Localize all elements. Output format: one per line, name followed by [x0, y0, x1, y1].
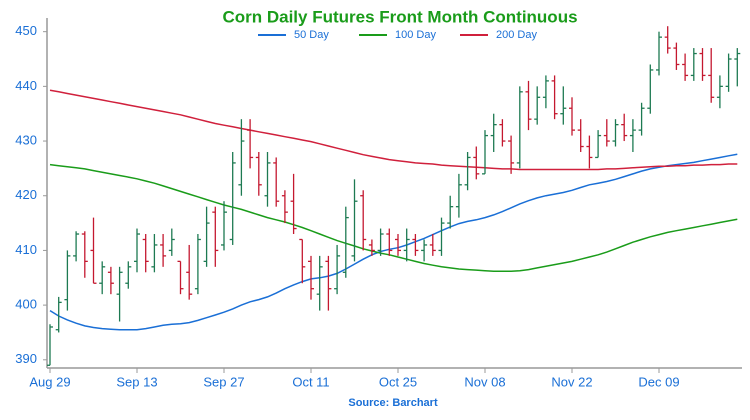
y-tick-label: 390: [15, 351, 37, 366]
y-tick-label: 400: [15, 297, 37, 312]
x-tick-label: Dec 09: [638, 374, 679, 389]
x-tick-label: Aug 29: [29, 374, 70, 389]
x-tick-label: Sep 27: [203, 374, 244, 389]
legend-label: 100 Day: [395, 29, 436, 41]
y-tick-label: 450: [15, 23, 37, 38]
x-tick-label: Oct 11: [292, 374, 329, 389]
y-tick-label: 430: [15, 132, 37, 147]
ma-line: [49, 163, 738, 272]
ma-line: [49, 89, 738, 171]
x-tick-label: Nov 08: [464, 374, 505, 389]
x-tick-label: Oct 25: [379, 374, 417, 389]
chart-title: Corn Daily Futures Front Month Continuou…: [222, 7, 577, 26]
ma-line: [49, 153, 738, 331]
source: Source: Barchart: [348, 397, 438, 409]
x-tick-label: Nov 22: [551, 374, 592, 389]
legend-label: 50 Day: [294, 29, 329, 41]
y-tick-label: 420: [15, 187, 37, 202]
y-tick-label: 440: [15, 78, 37, 93]
x-tick-label: Sep 13: [116, 374, 157, 389]
y-tick-label: 410: [15, 242, 37, 257]
legend-label: 200 Day: [496, 29, 537, 41]
